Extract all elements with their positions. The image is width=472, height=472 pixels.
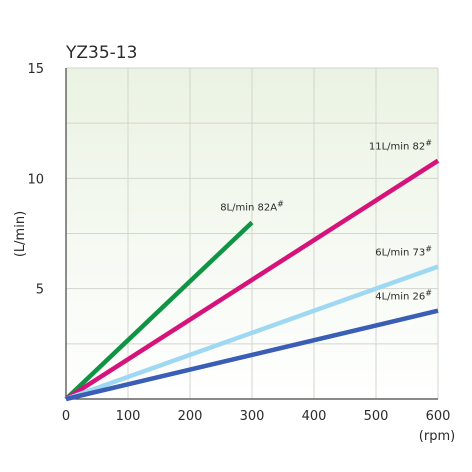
series-labels: 8L/min 82A# 11L/min 82# 6L/min 73# 4L/min 2… <box>220 139 432 303</box>
y-tick-labels: 5 10 15 <box>27 62 44 298</box>
y-axis-label: (L/min) <box>13 211 28 257</box>
axes <box>65 68 438 400</box>
x-tick-labels: 0 100 200 300 400 500 600 <box>62 409 451 424</box>
x-tick-label: 400 <box>302 409 327 424</box>
series-line <box>64 220 254 401</box>
x-tick-label: 0 <box>62 409 70 424</box>
x-tick-label: 300 <box>240 409 265 424</box>
y-tick-label: 15 <box>27 62 44 77</box>
x-tick-label: 200 <box>178 409 203 424</box>
y-tick-label: 10 <box>27 172 44 187</box>
x-axis-label: (rpm) <box>419 429 455 444</box>
series-group <box>64 158 440 402</box>
x-tick-label: 100 <box>116 409 141 424</box>
series-line <box>65 264 439 402</box>
y-tick-label: 5 <box>36 283 44 298</box>
grid <box>66 67 439 399</box>
x-tick-label: 600 <box>426 409 451 424</box>
series-line <box>64 158 440 401</box>
x-tick-label: 500 <box>364 409 389 424</box>
chart-title: YZ35-13 <box>65 43 137 63</box>
series-label: 8L/min 82A# <box>220 199 284 213</box>
series-label: 11L/min 82# <box>369 139 432 153</box>
series-label: 6L/min 73# <box>375 245 432 259</box>
series-line <box>65 308 439 402</box>
series-label: 4L/min 26# <box>375 289 432 303</box>
